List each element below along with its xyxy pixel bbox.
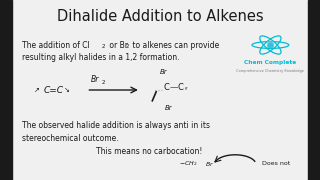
Text: C=C: C=C — [43, 86, 63, 95]
Text: stereochemical outcome.: stereochemical outcome. — [22, 134, 119, 143]
Text: Does not: Does not — [262, 161, 291, 166]
Text: 2: 2 — [101, 80, 105, 85]
Text: Dihalide Addition to Alkenes: Dihalide Addition to Alkenes — [57, 9, 263, 24]
Text: $-CH_2$: $-CH_2$ — [179, 159, 198, 168]
Bar — [0, 0, 12, 180]
Text: 2: 2 — [101, 44, 105, 49]
Text: The addition of Cl: The addition of Cl — [22, 40, 90, 50]
Text: Br: Br — [160, 69, 168, 75]
Text: to alkenes can provide: to alkenes can provide — [130, 40, 219, 50]
Text: Br: Br — [165, 105, 172, 111]
Text: $^{\prime\prime}$: $^{\prime\prime}$ — [184, 85, 189, 91]
Text: $_{...}$C—C: $_{...}$C—C — [154, 82, 185, 94]
Text: This means no carbocation!: This means no carbocation! — [96, 147, 202, 156]
Text: Comprehensive Chemistry Knowledge: Comprehensive Chemistry Knowledge — [236, 69, 304, 73]
Text: The observed halide addition is always anti in its: The observed halide addition is always a… — [22, 121, 211, 130]
Bar — [308, 0, 320, 180]
Text: 2: 2 — [125, 44, 129, 49]
Text: $Br^-$: $Br^-$ — [205, 160, 218, 168]
Text: Br: Br — [91, 75, 100, 84]
Text: Chem Complete: Chem Complete — [244, 60, 297, 65]
Text: $\nearrow$: $\nearrow$ — [32, 86, 40, 94]
Text: resulting alkyl halides in a 1,2 formation.: resulting alkyl halides in a 1,2 formati… — [22, 53, 180, 62]
Text: or Br: or Br — [107, 40, 128, 50]
Text: $\searrow$: $\searrow$ — [62, 86, 71, 94]
